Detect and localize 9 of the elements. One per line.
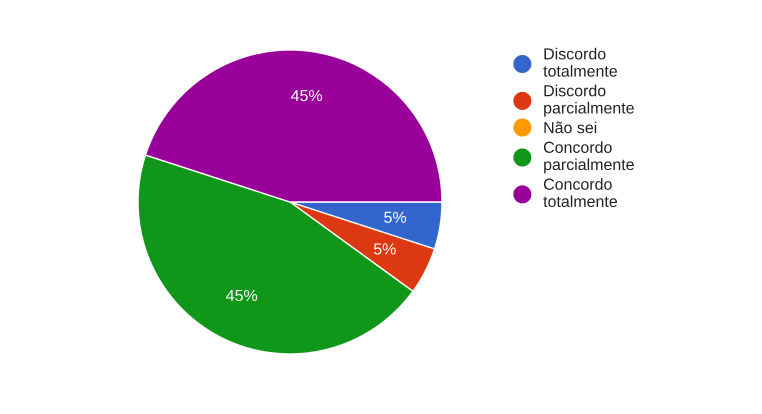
data-label: 45% xyxy=(291,90,322,102)
legend-label: Concordo totalmente xyxy=(543,178,617,208)
data-label: 5% xyxy=(384,212,406,223)
legend-label: Discordo totalmente xyxy=(543,48,617,77)
data-label: 45% xyxy=(226,290,258,302)
legend-label: Concordo parcialmente xyxy=(544,141,634,174)
legend-label: Não sei xyxy=(544,122,596,134)
legend-label: Discordo parcialmente xyxy=(544,84,634,117)
data-label: 5% xyxy=(374,243,396,255)
